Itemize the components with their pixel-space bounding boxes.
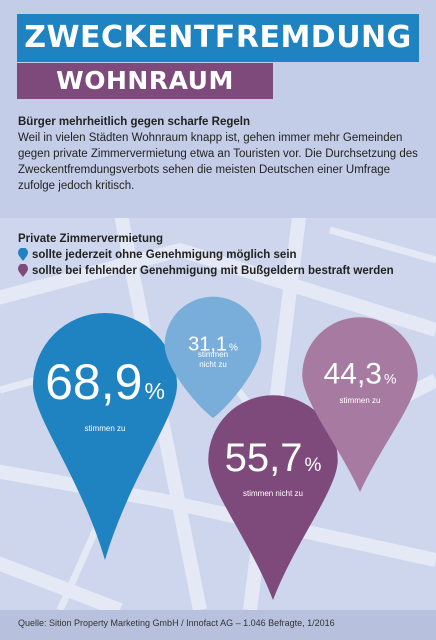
- pin-1-1: 44,3 %stimmen zu: [302, 317, 418, 492]
- value-label: 31,1%: [188, 334, 238, 356]
- pin-shape: [33, 313, 177, 560]
- intro-heading: Bürger mehrheitlich gegen scharfe Regeln: [18, 116, 250, 128]
- pin-shape: [302, 317, 418, 492]
- legend-title: Private Zimmervermietung: [18, 233, 164, 245]
- percent-sign: %: [384, 370, 396, 386]
- source-note: Quelle: Sition Property Marketing GmbH /…: [18, 618, 335, 628]
- blue-pin-icon: [18, 248, 28, 261]
- category-label: stimmen zu: [85, 424, 126, 433]
- legend-item-bussgelder: sollte bei fehlender Genehmigung mit Buß…: [18, 264, 394, 277]
- pin-0-0: 68,9%stimmen zu: [33, 313, 177, 560]
- purple-pin-icon: [18, 264, 28, 277]
- percent-sign: %: [229, 343, 238, 354]
- category-label: stimmen nicht zu: [243, 489, 303, 498]
- category-label: stimmen nicht zu: [198, 350, 228, 369]
- pin-shape: [208, 395, 338, 600]
- pin-1-0: 55,7 %stimmen nicht zu: [208, 395, 338, 600]
- percent-sign: %: [304, 455, 321, 476]
- percent-sign: %: [144, 378, 164, 404]
- category-label: stimmen zu: [340, 396, 381, 405]
- legend-label: sollte jederzeit ohne Genehmigung möglic…: [32, 248, 297, 261]
- footer-bar: [0, 610, 436, 640]
- title-line-2: WOHNRAUM: [17, 63, 273, 99]
- legend-label: sollte bei fehlender Genehmigung mit Buß…: [32, 264, 394, 277]
- pin-shape: [164, 296, 262, 418]
- intro-block: Bürger mehrheitlich gegen scharfe Regeln…: [18, 114, 422, 194]
- title-line-1: ZWECKENTFREMDUNG: [17, 14, 419, 62]
- intro-text: Weil in vielen Städten Wohnraum knapp is…: [18, 132, 418, 192]
- pin-0-1: 31,1 %stimmen nicht zu: [164, 296, 262, 418]
- legend-item-ohne-genehmigung: sollte jederzeit ohne Genehmigung möglic…: [18, 248, 297, 261]
